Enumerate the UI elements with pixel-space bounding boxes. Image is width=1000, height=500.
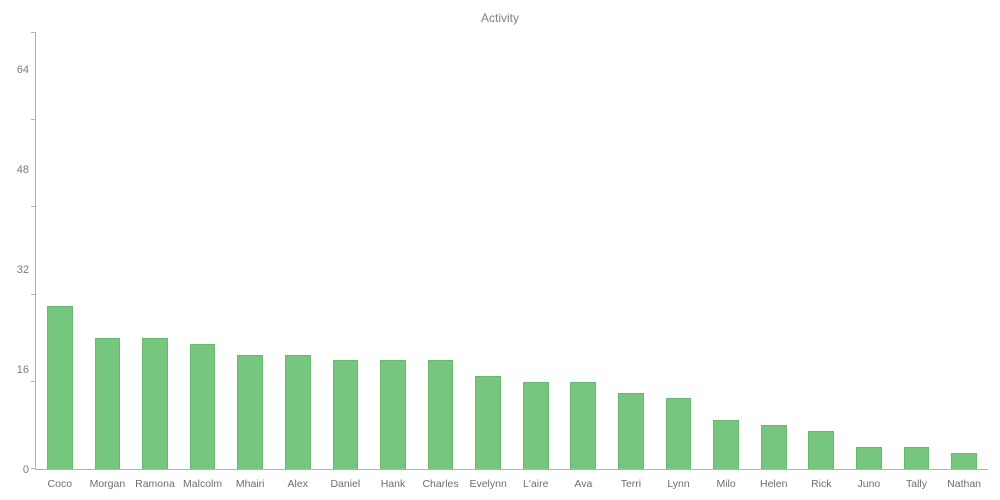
bar-slot: Charles — [417, 33, 465, 490]
x-tick-label: Malcolm — [183, 478, 223, 490]
bar-terri — [618, 392, 644, 469]
bar-malcolm — [189, 343, 216, 469]
x-tick-label: Ava — [574, 478, 593, 490]
bar-slot: Hank — [369, 33, 417, 490]
x-tick-label: Juno — [857, 478, 881, 490]
bar-slot: Coco — [36, 33, 84, 490]
bar-daniel — [332, 360, 359, 469]
y-tick-label: 32 — [16, 264, 29, 276]
bar-nathan — [951, 452, 977, 469]
x-tick-label: Charles — [422, 478, 459, 490]
bar-charles — [427, 360, 454, 469]
bar-coco — [46, 305, 73, 469]
y-tick-label: 48 — [16, 164, 29, 176]
y-tick-label: 0 — [22, 464, 29, 476]
bar-slot: Ava — [560, 33, 608, 490]
y-tick-label: 16 — [16, 364, 29, 376]
bar-slot: Juno — [845, 33, 893, 490]
bar-ramona — [142, 338, 168, 469]
bar-slot: Daniel — [322, 33, 370, 490]
y-tick-label: 64 — [16, 64, 29, 76]
bar-morgan — [94, 338, 121, 469]
bar-slot: Lynn — [655, 33, 703, 490]
bar-slot: Alex — [274, 33, 322, 490]
x-tick-label: Morgan — [89, 478, 126, 490]
x-tick-label: Ramona — [135, 478, 175, 490]
plot-area: Coco Morgan Ramona Malcolm Mhairi Alex Daniel H… — [31, 32, 988, 490]
bar-rick — [808, 430, 835, 469]
bar-milo — [713, 419, 739, 469]
x-tick-label: Alex — [287, 478, 308, 490]
x-tick-label: Rick — [811, 478, 832, 490]
bars-row: Coco Morgan Ramona Malcolm Mhairi Alex Daniel H… — [36, 33, 988, 490]
bar-slot: Terri — [607, 33, 655, 490]
y-axis-tick — [31, 293, 36, 295]
x-tick-label: Evelynn — [469, 478, 507, 490]
bar-helen — [760, 425, 787, 469]
bar-alex — [284, 354, 311, 469]
x-tick-label: Daniel — [330, 478, 361, 490]
bar-lynn — [665, 398, 692, 469]
bar-slot: Nathan — [940, 33, 988, 490]
x-tick-label: Nathan — [947, 478, 982, 490]
x-tick-label: Mhairi — [235, 478, 265, 490]
bar-hank — [380, 360, 406, 469]
bar-slot: Rick — [798, 33, 846, 490]
bar-slot: Tally — [893, 33, 941, 490]
bar-slot: L'aire — [512, 33, 560, 490]
bar-slot: Mhairi — [226, 33, 274, 490]
bar-slot: Milo — [702, 33, 750, 490]
y-axis-tick — [31, 380, 36, 382]
bar-slot: Malcolm — [179, 33, 227, 490]
bar-evelynn — [475, 376, 501, 469]
y-axis-tick — [31, 206, 36, 208]
bar-tally — [903, 447, 930, 469]
x-tick-label: Milo — [716, 478, 736, 490]
bar-l-aire — [522, 381, 549, 469]
bar-mhairi — [237, 354, 264, 469]
x-tick-label: Coco — [47, 478, 73, 490]
y-axis-tick — [31, 119, 36, 121]
x-tick-label: L'aire — [523, 478, 549, 490]
bar-juno — [856, 447, 882, 469]
chart-title: Activity — [480, 11, 519, 25]
bar-slot: Morgan — [84, 33, 132, 490]
x-tick-label: Hank — [380, 478, 406, 490]
x-tick-label: Terri — [620, 478, 642, 490]
bar-slot: Helen — [750, 33, 798, 490]
bar-slot: Ramona — [131, 33, 179, 490]
x-tick-label: Tally — [905, 478, 927, 490]
x-tick-label: Lynn — [667, 478, 690, 490]
bar-ava — [570, 381, 597, 469]
y-axis-tick — [31, 468, 36, 469]
y-axis-tick — [31, 32, 36, 33]
bar-slot: Evelynn — [464, 33, 512, 490]
x-tick-label: Helen — [759, 478, 788, 490]
